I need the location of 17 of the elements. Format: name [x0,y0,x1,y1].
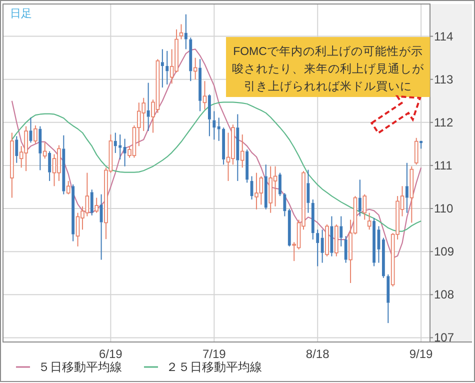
y-tick-label: 113 [434,72,454,86]
x-tick-label: 9/19 [409,347,434,361]
line-series [11,102,422,232]
y-tick-label: 108 [434,288,454,302]
y-tick-label: 111 [434,158,453,172]
x-tick-label: 7/19 [202,347,226,361]
y-tick-label: 112 [434,115,454,130]
x-tick-label: 6/19 [99,347,123,361]
annotation: FOMCで年内の利上げの可能性が示唆されたり、来年の利上げ見通しが引き上げられれば米ドル買いに [232,45,425,93]
legend-label: ５日移動平均線 [38,360,122,374]
y-tick-label: 107 [434,330,454,345]
annotation: 日足 [10,8,32,20]
x-tick-label: 8/18 [306,347,330,361]
y-tick-label: 114 [434,29,454,44]
y-tick-label: 109 [434,244,454,259]
legend-label: ２５日移動平均線 [166,360,262,374]
y-tick-label: 110 [434,202,454,216]
